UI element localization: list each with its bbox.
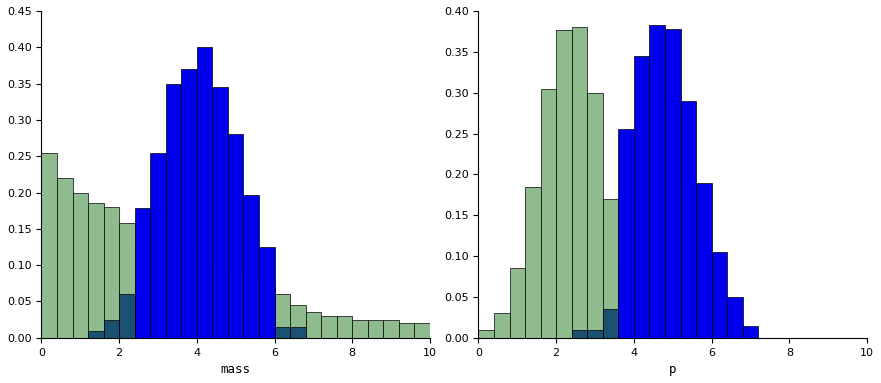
Bar <box>135 250 151 338</box>
Bar <box>509 268 525 338</box>
Bar <box>212 269 228 338</box>
Bar <box>275 327 290 338</box>
X-axis label: mass: mass <box>221 363 251 376</box>
Bar <box>727 297 743 338</box>
Bar <box>618 268 634 338</box>
Bar <box>634 56 649 338</box>
Bar <box>243 283 259 338</box>
Bar <box>290 305 306 338</box>
Bar <box>743 326 759 338</box>
Bar <box>322 316 337 338</box>
Bar <box>151 152 166 338</box>
Bar <box>665 29 680 338</box>
Bar <box>135 208 151 338</box>
Bar <box>399 323 414 338</box>
Bar <box>196 47 212 338</box>
Bar <box>212 272 228 338</box>
Bar <box>588 330 603 338</box>
Bar <box>259 287 275 338</box>
Bar <box>494 313 509 338</box>
Bar <box>104 207 119 338</box>
Bar <box>259 247 275 338</box>
Bar <box>572 330 588 338</box>
Bar <box>181 250 196 338</box>
Bar <box>88 331 104 338</box>
Bar <box>383 320 399 338</box>
Bar <box>151 240 166 338</box>
Bar <box>72 193 88 338</box>
Bar <box>680 101 696 338</box>
Bar <box>243 287 259 338</box>
Bar <box>181 69 196 338</box>
Bar <box>228 272 243 338</box>
Bar <box>181 247 196 338</box>
Bar <box>696 183 712 338</box>
Bar <box>414 323 430 338</box>
Bar <box>212 87 228 338</box>
Bar <box>603 199 618 338</box>
Bar <box>525 187 541 338</box>
Bar <box>119 294 135 338</box>
Bar <box>41 152 57 338</box>
Bar <box>306 313 322 338</box>
Bar <box>57 178 72 338</box>
Bar <box>618 129 634 338</box>
X-axis label: p: p <box>669 363 677 376</box>
Bar <box>166 243 181 338</box>
Bar <box>196 265 212 338</box>
Bar <box>196 265 212 338</box>
Bar <box>290 327 306 338</box>
Bar <box>541 88 556 338</box>
Bar <box>259 287 275 338</box>
Bar <box>634 199 649 338</box>
Bar <box>104 320 119 338</box>
Bar <box>228 134 243 338</box>
Bar <box>275 294 290 338</box>
Bar <box>712 252 727 338</box>
Bar <box>588 93 603 338</box>
Bar <box>368 320 383 338</box>
Bar <box>166 247 181 338</box>
Bar <box>151 240 166 338</box>
Bar <box>166 83 181 338</box>
Bar <box>649 25 665 338</box>
Bar <box>243 195 259 338</box>
Bar <box>572 27 588 338</box>
Bar <box>337 316 352 338</box>
Bar <box>603 309 618 338</box>
Bar <box>618 268 634 338</box>
Bar <box>352 320 368 338</box>
Bar <box>649 264 665 338</box>
Bar <box>119 223 135 338</box>
Bar <box>665 313 680 338</box>
Bar <box>135 225 151 338</box>
Bar <box>478 330 494 338</box>
Bar <box>228 283 243 338</box>
Bar <box>88 203 104 338</box>
Bar <box>556 30 572 338</box>
